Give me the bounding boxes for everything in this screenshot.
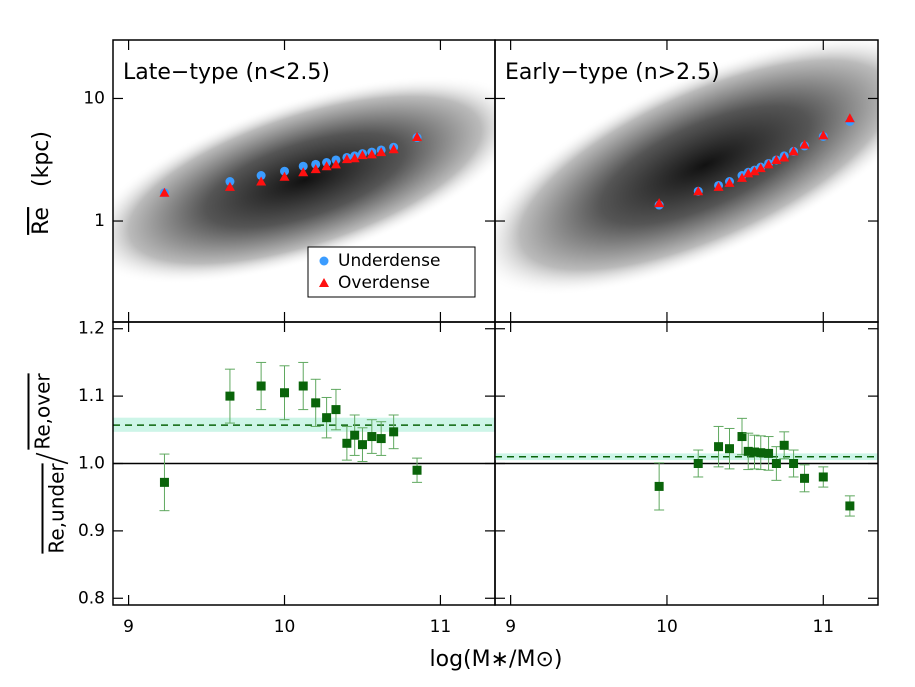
y-tick-label: 1.1 [78, 386, 105, 406]
point [749, 166, 760, 176]
point [280, 388, 290, 398]
point [388, 144, 399, 154]
x-tick-label: 9 [505, 617, 516, 637]
point [818, 472, 828, 482]
y-label-numerator: Re,under [45, 463, 69, 554]
point [298, 167, 309, 177]
y-tick-label: 0.8 [78, 588, 105, 608]
point [818, 130, 829, 140]
y-tick-label: 0.9 [78, 521, 105, 541]
point [764, 448, 774, 458]
point [763, 159, 774, 169]
point [844, 113, 855, 123]
point [342, 438, 352, 448]
point [367, 432, 377, 442]
point [331, 405, 341, 415]
point [771, 459, 781, 468]
point [298, 381, 308, 391]
y-axis-label: Re (kpc) [29, 131, 54, 235]
x-axis-label: log(M∗/M⊙) [430, 647, 563, 672]
point [750, 447, 760, 457]
x-tick-label: 11 [430, 617, 452, 637]
point [724, 177, 735, 187]
point [743, 446, 753, 456]
y-label-unit: (kpc) [29, 131, 54, 187]
y-tick-label: 1.0 [78, 454, 105, 474]
y-tick-label: 1 [94, 211, 105, 231]
point [779, 152, 790, 162]
point [654, 481, 664, 491]
point [279, 171, 290, 181]
point [321, 161, 332, 171]
point [789, 459, 799, 468]
point [771, 154, 782, 164]
x-tick-label: 9 [123, 617, 134, 637]
point [225, 177, 235, 187]
y-tick-label: 1.2 [78, 319, 105, 339]
x-tick-label: 11 [812, 617, 834, 637]
point [737, 432, 747, 442]
panel-title: Early−type (n>2.5) [505, 60, 720, 85]
point [693, 186, 704, 196]
point [800, 473, 810, 483]
point [349, 153, 360, 163]
point [799, 139, 810, 149]
point [224, 181, 235, 191]
point [412, 465, 422, 475]
point [256, 176, 267, 186]
fraction-slash [35, 452, 69, 465]
point [756, 448, 766, 458]
point [350, 430, 360, 440]
point [724, 444, 734, 454]
legend-label: Underdense [338, 251, 441, 271]
point [376, 147, 387, 157]
mean-band [113, 417, 495, 432]
point [693, 459, 703, 468]
y-tick-label: 10 [83, 88, 105, 108]
point [713, 181, 724, 191]
y-label-denominator: Re,over [31, 373, 55, 450]
point [736, 172, 747, 182]
point [298, 161, 308, 171]
point [412, 131, 423, 141]
density-map [495, 40, 878, 296]
x-tick-label: 10 [656, 617, 678, 637]
density-map [113, 75, 495, 285]
point [845, 501, 855, 511]
point [311, 398, 321, 408]
point [714, 442, 724, 452]
point [330, 159, 341, 169]
panel-title: Late−type (n<2.5) [123, 60, 330, 85]
point [310, 164, 321, 174]
legend-marker [319, 278, 329, 287]
legend-label: Overdense [338, 273, 430, 293]
y-axis-label: Re,under Re,over [31, 373, 69, 554]
point [159, 477, 169, 487]
point [280, 166, 290, 176]
mean-band [495, 453, 878, 461]
point [755, 163, 766, 173]
y-label-quantity: Re [29, 207, 54, 235]
x-tick-label: 10 [274, 617, 296, 637]
point [779, 440, 789, 450]
legend-box [307, 246, 476, 298]
point [256, 381, 266, 391]
point [256, 171, 266, 181]
legend-marker [319, 256, 329, 266]
point [366, 149, 377, 159]
point [322, 413, 332, 423]
point [389, 427, 399, 437]
point [225, 391, 235, 401]
point [357, 150, 368, 160]
point [376, 434, 386, 444]
point [654, 198, 665, 208]
point [159, 187, 170, 197]
point [357, 440, 367, 450]
point [341, 154, 352, 164]
point [788, 146, 799, 156]
